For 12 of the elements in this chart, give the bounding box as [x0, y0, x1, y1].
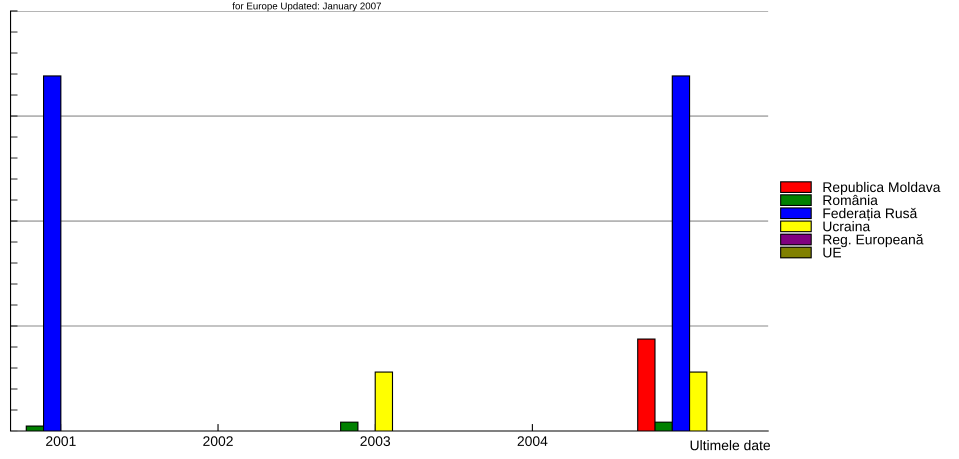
x-tick-label: 2001	[46, 436, 76, 446]
x-tick-label: 2003	[360, 436, 390, 446]
legend-label: România	[823, 194, 878, 206]
legend-label: UE	[823, 248, 842, 258]
legend-label: Reg. Europeană	[823, 234, 924, 248]
x-tick-label: Ultimele date	[690, 440, 770, 450]
legend-label: Ucraina	[823, 221, 870, 232]
legend-label: Republica Moldava	[823, 182, 940, 195]
chart-title: for Europe Updated: January 2007	[232, 2, 381, 12]
x-tick-label: 2004	[518, 436, 548, 446]
legend-label: Federația Rusă	[823, 208, 918, 222]
x-tick-label: 2002	[203, 436, 233, 446]
